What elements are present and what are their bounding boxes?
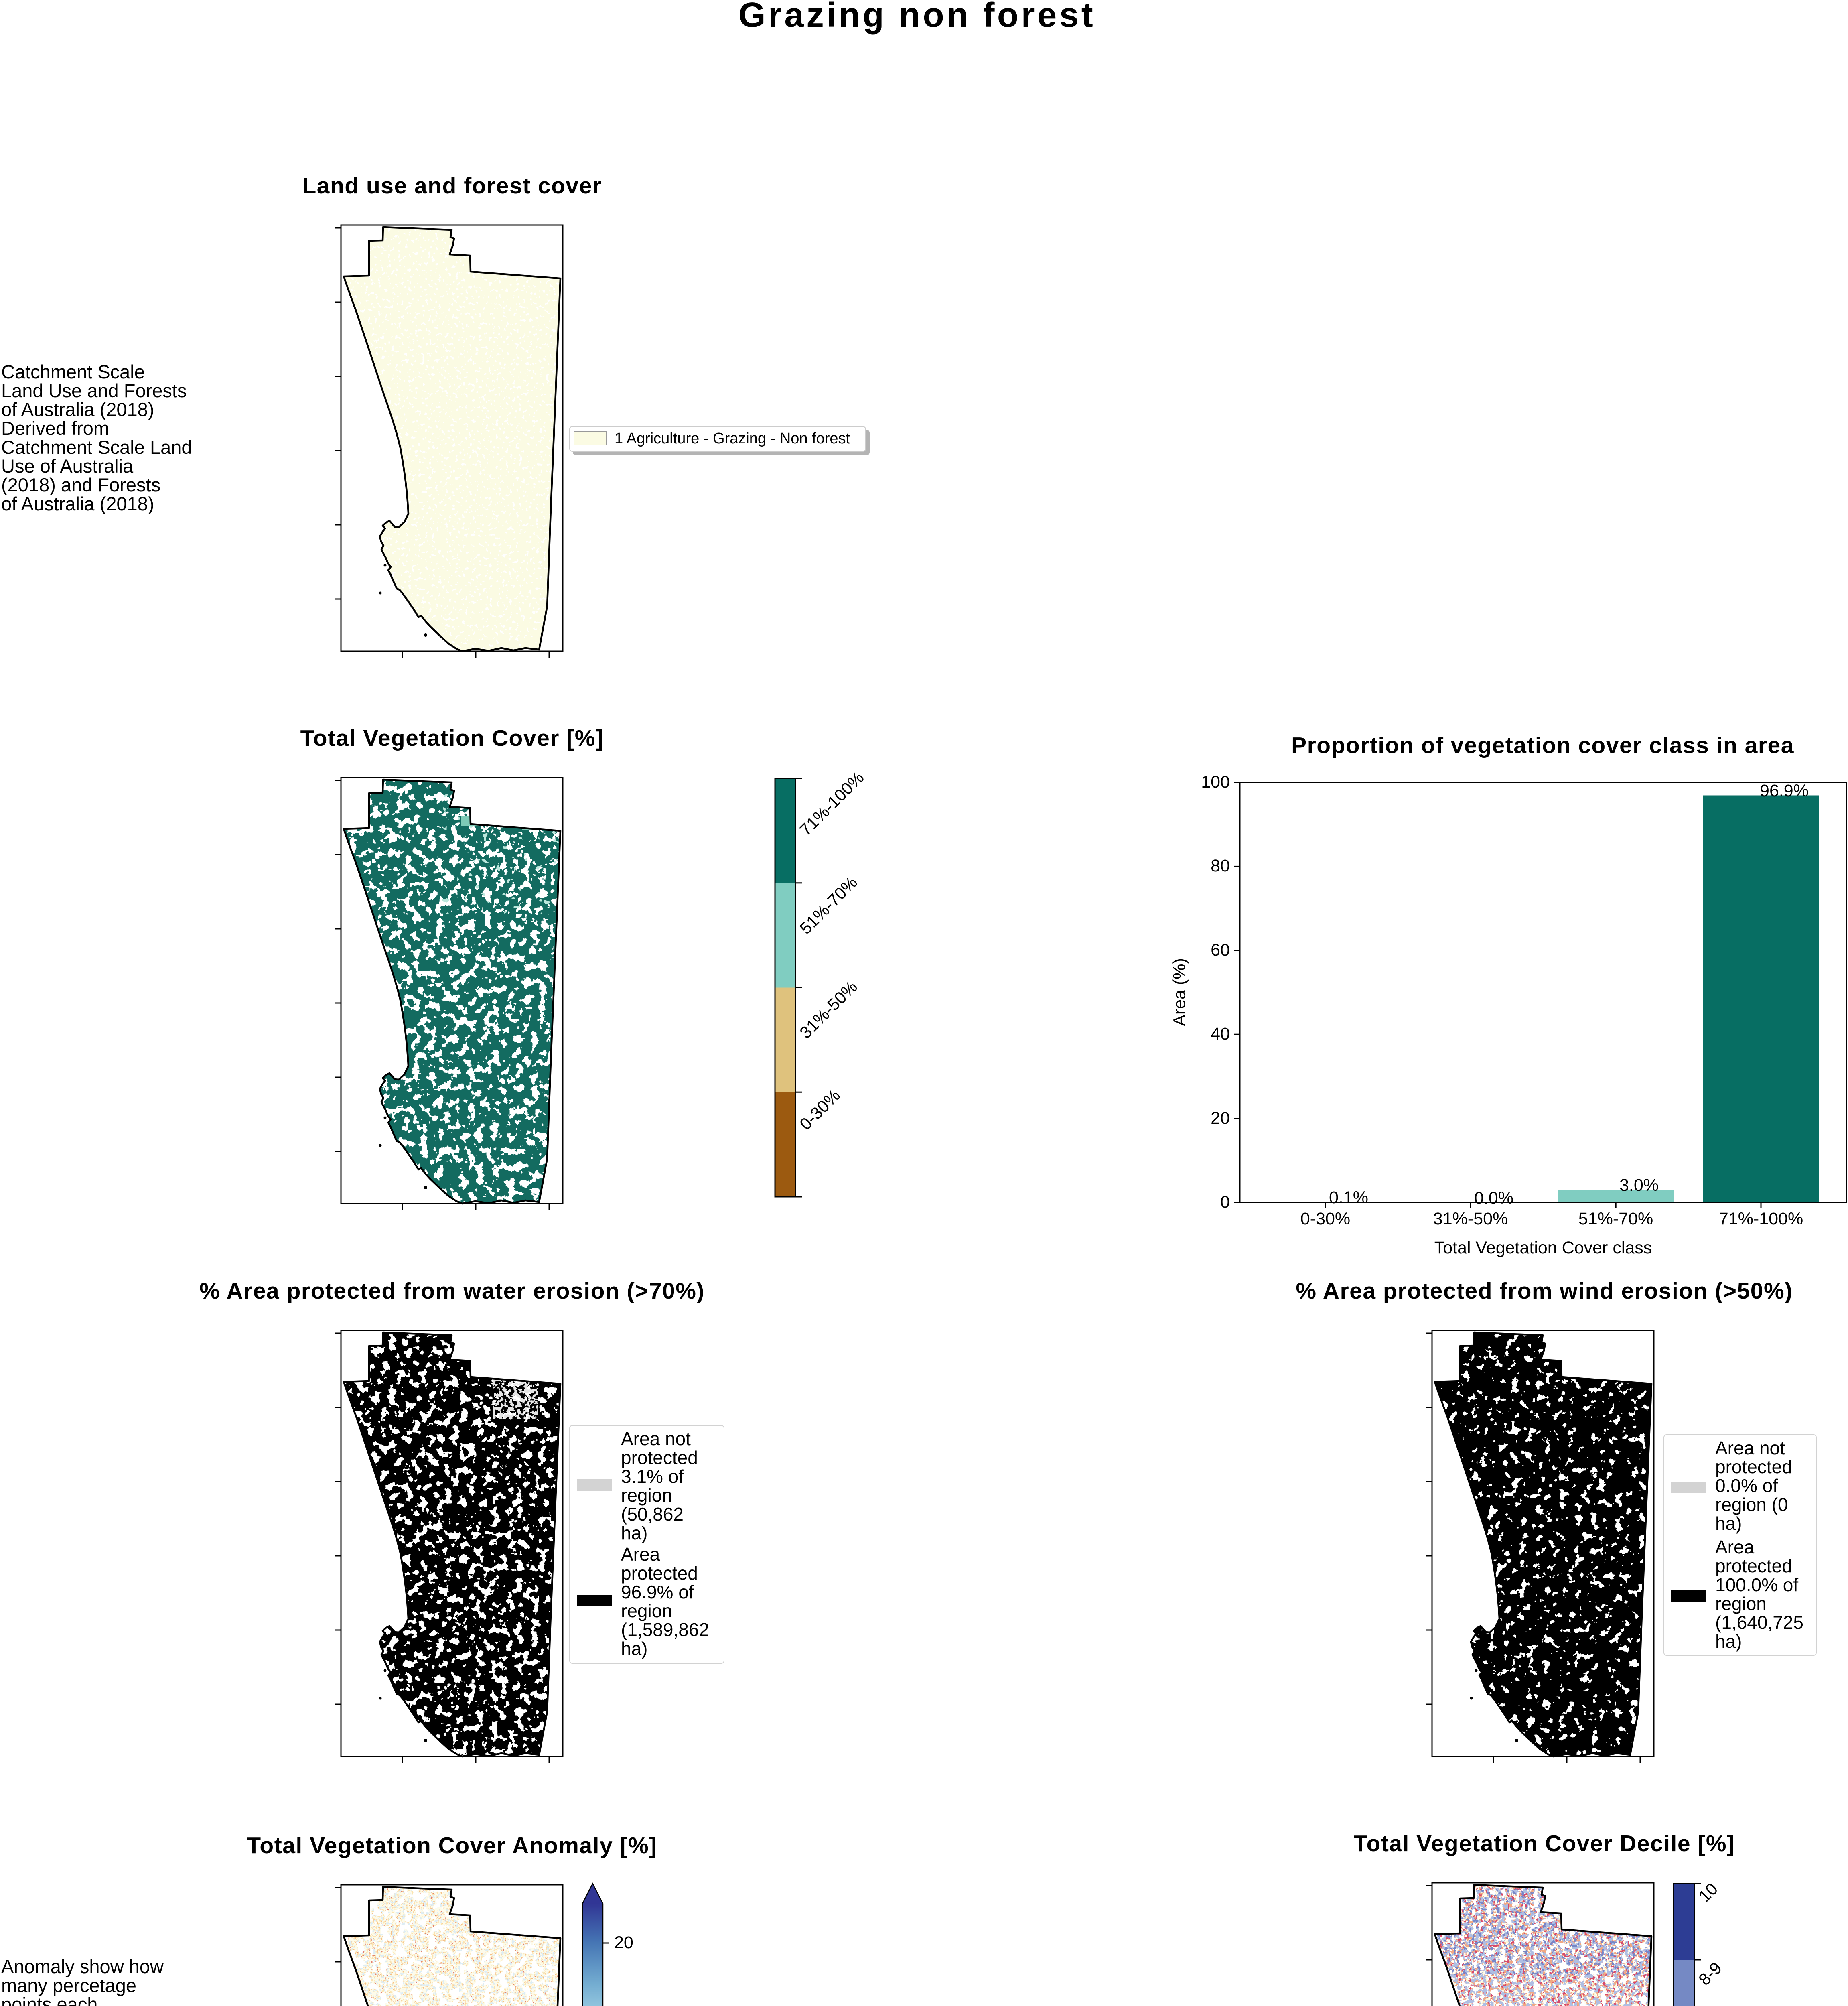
svg-text:31%-50%: 31%-50% <box>796 977 861 1042</box>
svg-text:71%-100%: 71%-100% <box>796 768 868 840</box>
svg-text:51%-70%: 51%-70% <box>796 873 861 938</box>
svg-text:8-9: 8-9 <box>1695 1958 1725 1989</box>
svg-text:0-30%: 0-30% <box>796 1086 844 1133</box>
